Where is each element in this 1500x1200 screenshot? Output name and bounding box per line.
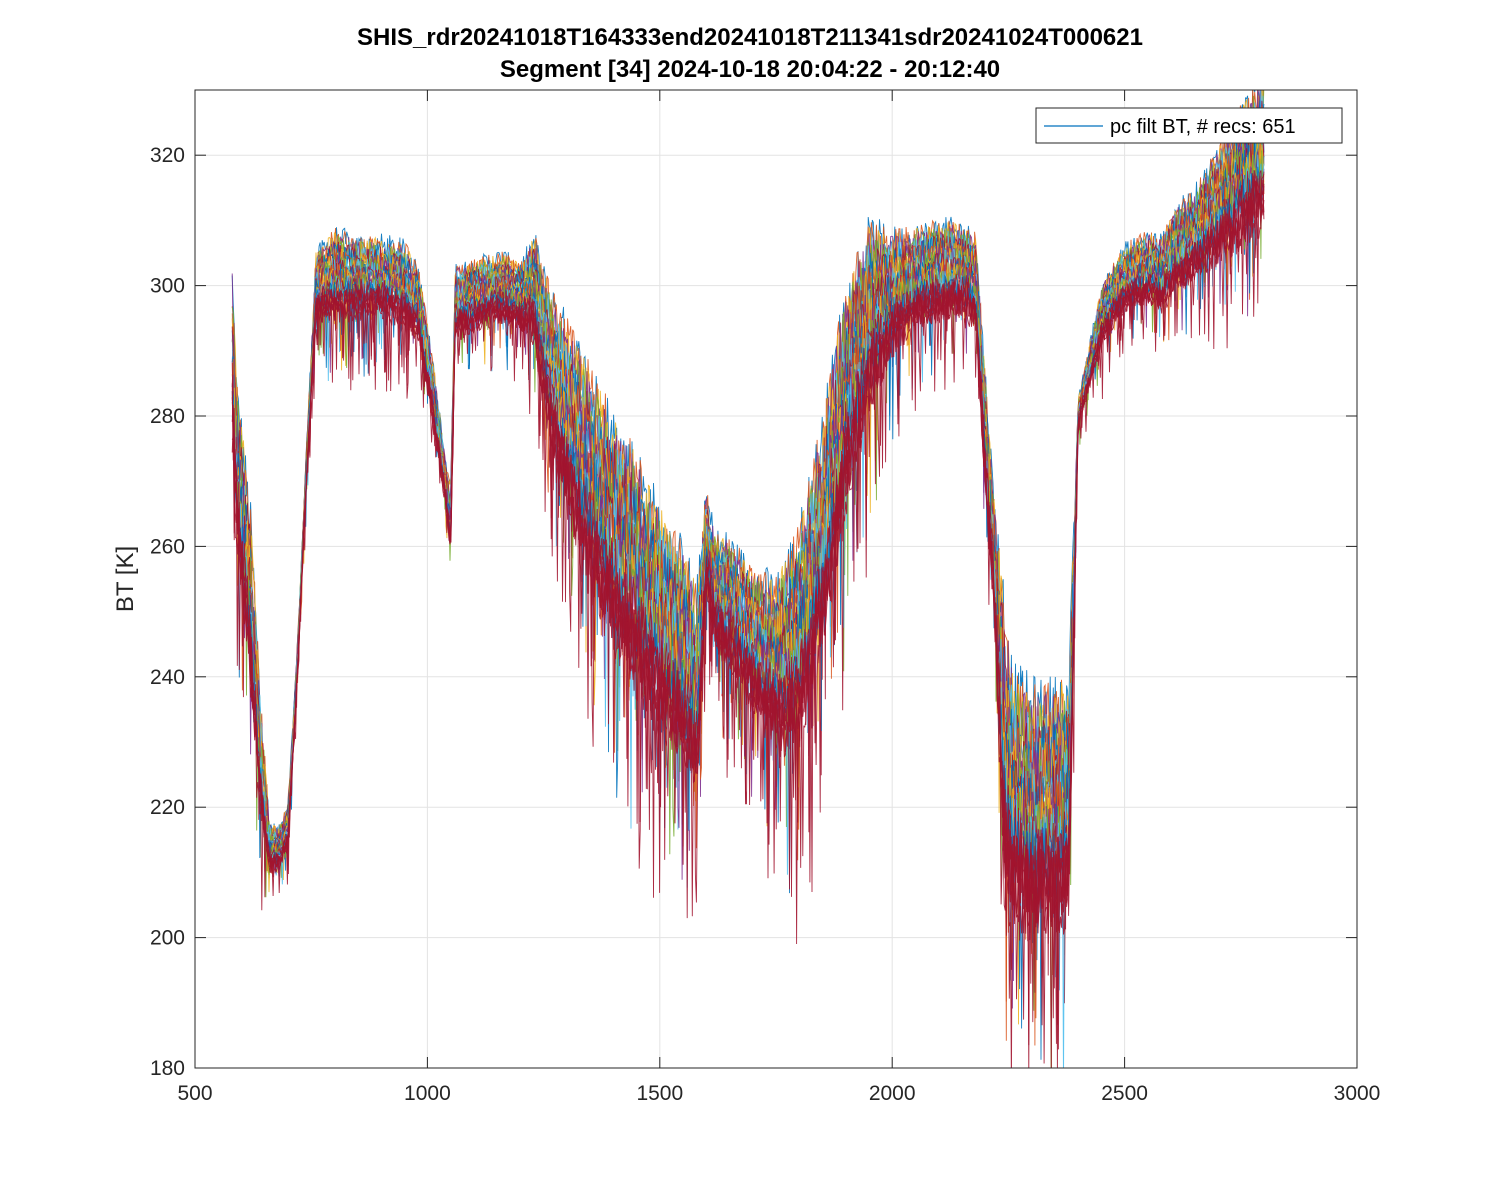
y-tick-label: 200 [150,927,185,950]
y-tick-label: 180 [150,1057,185,1080]
x-tick-label: 500 [177,1082,212,1105]
y-tick-label: 300 [150,275,185,298]
x-tick-label: 1000 [404,1082,451,1105]
axis-ticks [194,90,1358,1069]
x-tick-label: 2500 [1101,1082,1148,1105]
spectrum-line [231,184,1265,1068]
chart-title-line1: SHIS_rdr20241018T164333end20241018T21134… [357,24,1143,51]
legend: pc filt BT, # recs: 651 [1035,107,1343,144]
spectrum-line [231,181,1265,1068]
axes-box [194,89,1358,1069]
x-tick-label: 2000 [869,1082,916,1105]
x-tick-label: 1500 [636,1082,683,1105]
y-axis-label: BT [K] [112,546,139,612]
y-tick-label: 240 [150,666,185,689]
y-tick-label: 220 [150,796,185,819]
y-tick-label: 260 [150,535,185,558]
y-tick-label: 320 [150,144,185,167]
x-tick-labels: 500 1000 1500 2000 2500 3000 [177,1082,1380,1105]
series-lines [231,90,1265,1068]
x-tick-label: 3000 [1334,1082,1381,1105]
y-tick-label: 280 [150,405,185,428]
legend-entry: pc filt BT, # recs: 651 [1110,116,1296,138]
y-tick-labels: 180 200 220 240 260 280 300 320 [150,144,185,1080]
chart-title-line2: Segment [34] 2024-10-18 20:04:22 - 20:12… [499,56,1001,83]
